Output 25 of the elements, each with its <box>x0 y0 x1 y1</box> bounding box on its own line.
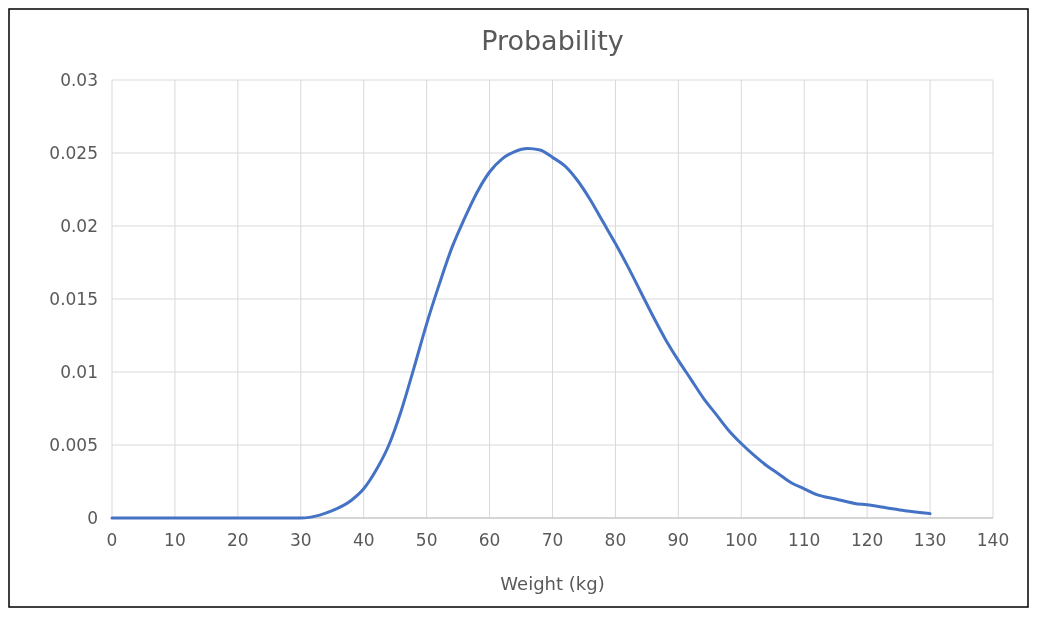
y-tick-label: 0.02 <box>60 216 98 236</box>
y-tick-label: 0.03 <box>60 70 98 90</box>
x-tick-label: 30 <box>289 530 312 550</box>
chart-title: Probability <box>481 25 624 56</box>
x-tick-label: 100 <box>725 530 758 550</box>
y-tick-label: 0.015 <box>49 289 98 309</box>
y-tick-label: 0.025 <box>49 143 98 163</box>
y-tick-label: 0.005 <box>49 435 98 455</box>
x-tick-label: 40 <box>352 530 375 550</box>
x-tick-label: 10 <box>164 530 186 550</box>
x-tick-label: 50 <box>415 530 438 550</box>
x-tick-label: 120 <box>850 530 884 550</box>
x-tick-label: 60 <box>478 530 501 550</box>
x-tick-label: 130 <box>913 530 947 550</box>
x-tick-label: 70 <box>541 530 564 550</box>
x-tick-label: 0 <box>106 530 118 550</box>
x-tick-label: 20 <box>227 530 249 550</box>
x-tick-label: 110 <box>787 530 821 550</box>
y-tick-label: 0 <box>87 508 98 528</box>
line-series <box>110 147 932 520</box>
x-tick-label: 140 <box>976 530 1010 550</box>
x-tick-label: 80 <box>604 530 627 550</box>
x-tick-label: 90 <box>667 530 690 550</box>
x-axis-title: Weight (kg) <box>500 573 605 594</box>
y-tick-label: 0.01 <box>60 362 98 382</box>
